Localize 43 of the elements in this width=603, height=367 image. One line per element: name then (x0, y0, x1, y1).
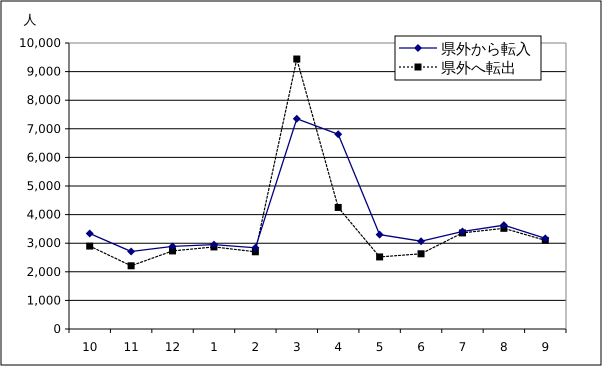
point (86, 242, 94, 250)
y-tick-label: 0 (53, 322, 61, 336)
y-tick-label: 6,000 (26, 150, 61, 164)
y-axis-title: 人 (24, 13, 36, 28)
x-tick-label: 12 (164, 340, 180, 354)
point (334, 130, 342, 138)
y-tick-label: 8,000 (26, 93, 61, 108)
point (168, 242, 177, 250)
point (417, 237, 426, 246)
x-tick-label: 11 (123, 340, 139, 354)
point (210, 240, 218, 249)
x-tick-label: 2 (252, 340, 260, 354)
point (500, 221, 508, 230)
x-tick-label: 9 (541, 340, 550, 354)
x-tick-label: 4 (334, 340, 342, 354)
point (541, 234, 550, 242)
y-tick-label: 3,000 (26, 236, 61, 250)
y-tick-label: 10,000 (19, 36, 61, 50)
x-tick-label: 7 (458, 340, 466, 354)
point (376, 253, 384, 260)
x-tick-label: 6 (417, 340, 425, 354)
point (376, 230, 384, 239)
x-tick-label: 1 (210, 340, 218, 354)
point (418, 250, 425, 258)
x-tick-label: 8 (500, 340, 508, 354)
legend-label: 県外へ転出 (441, 59, 516, 77)
legend-label: 県外から転入 (441, 40, 531, 58)
x-tick-label: 3 (292, 340, 301, 354)
point (293, 56, 300, 63)
point (128, 262, 135, 270)
point (86, 229, 94, 238)
y-tick-label: 5,000 (26, 179, 61, 193)
point (251, 244, 260, 252)
y-tick-label: 2,000 (26, 264, 61, 279)
y-tick-label: 1,000 (26, 293, 61, 308)
point (334, 204, 342, 211)
x-tick-label: 5 (376, 340, 384, 354)
y-tick-label: 4,000 (26, 208, 61, 222)
point (292, 114, 301, 123)
y-tick-label: 9,000 (26, 64, 61, 79)
point (127, 247, 136, 256)
y-tick-label: 7,000 (26, 122, 61, 136)
x-tick-label: 10 (82, 340, 98, 354)
